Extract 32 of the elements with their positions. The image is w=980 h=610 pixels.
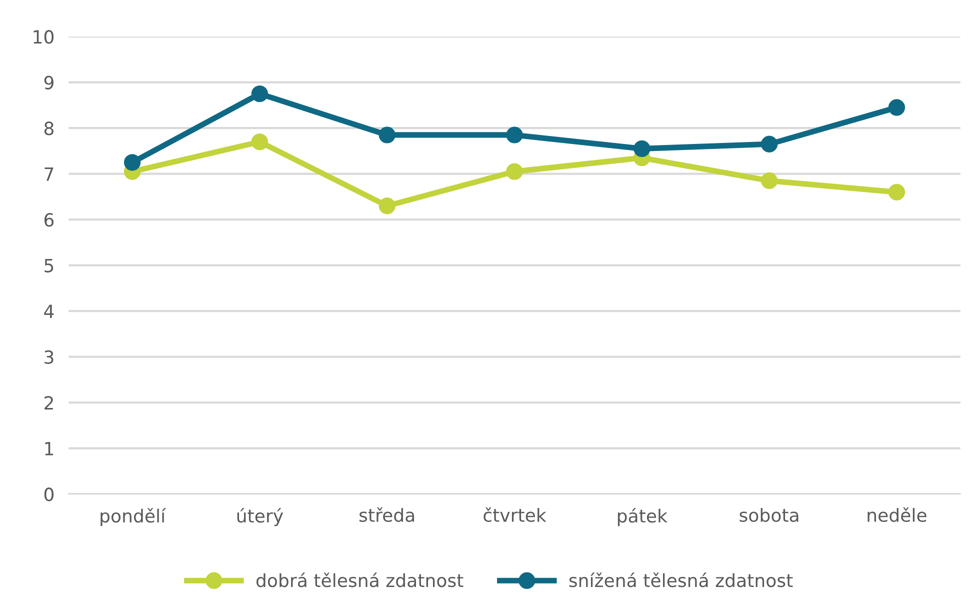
x-tick-label: středa [360,507,414,522]
x-tick-label: neděle [868,507,926,522]
point [124,154,141,171]
point [760,172,778,190]
point [506,126,523,144]
y-tick-label: 2 [44,396,53,410]
y-tick-label: 9 [44,76,54,90]
x-tick-label: pátek [618,508,668,526]
y-tick-label: 5 [44,259,54,272]
point [888,184,906,200]
point [378,126,396,144]
point [888,99,906,116]
y-tick-label: 0 [44,488,54,502]
y-tick-label: 4 [44,304,54,318]
x-tick-label: čtvrtek [484,507,546,522]
point [634,140,650,158]
point [506,163,523,180]
point [251,85,268,102]
point [378,198,396,214]
x-tick-label: pondělí [100,508,166,526]
legend-label: snížená tělesná zdatnost [569,572,793,588]
y-tick-label: 6 [44,213,54,227]
point [760,136,778,152]
y-tick-label: 10 [34,30,54,44]
y-tick-label: 3 [44,350,54,364]
x-tick-label: úterý [237,508,284,526]
legend-label: dobrá tělesná zdatnost [256,572,464,588]
y-tick-label: 1 [45,442,54,456]
x-tick-label: sobota [740,508,798,522]
y-tick-label: 8 [44,122,54,136]
point [251,133,268,150]
y-tick-label: 7 [44,168,54,181]
